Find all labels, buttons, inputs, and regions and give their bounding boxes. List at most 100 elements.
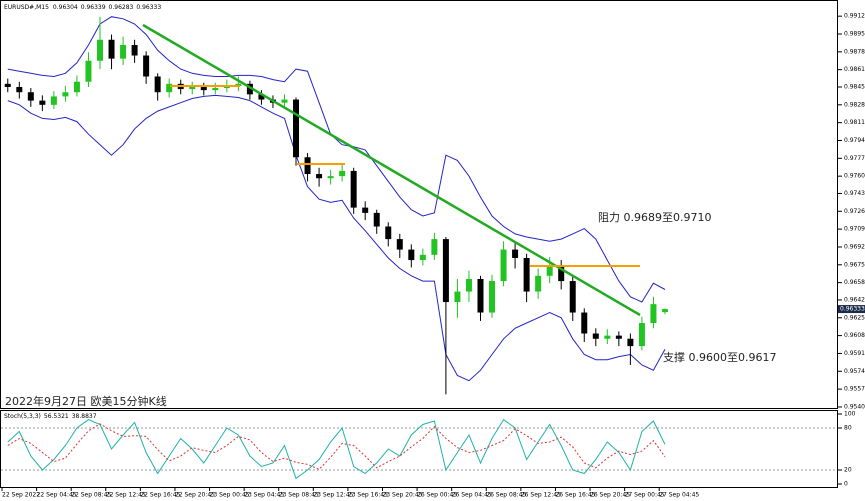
candle-body (627, 338, 634, 347)
y-tick-label: 100 (844, 411, 856, 418)
resistance-note: 阻力 0.9689至0.9710 (598, 211, 711, 224)
line-series (7, 94, 666, 382)
candle-body (615, 335, 622, 339)
x-tick-label: 27 Sep 04:45 (659, 492, 699, 499)
price-tag (838, 305, 865, 314)
x-tick-label: 22 Sep 12:45 (106, 492, 146, 499)
candle-body (316, 174, 323, 179)
y-tick-label: 0.96755 (844, 261, 865, 268)
stoch-panel (0, 410, 838, 488)
candle-body (558, 265, 565, 282)
line-series (7, 16, 666, 303)
candle-body (396, 239, 403, 250)
candle-body (661, 309, 668, 313)
candle-body (373, 212, 380, 227)
candle-body (27, 92, 34, 101)
candle-body (293, 99, 300, 158)
candle-body (62, 92, 69, 97)
candle-body (258, 94, 265, 100)
y-tick-label: 0.97095 (844, 226, 865, 233)
x-tick-label: 26 Sep 00:45 (417, 492, 457, 499)
candle-body (85, 60, 92, 82)
x-tick-label: 26 Sep 16:45 (555, 492, 595, 499)
candle-body (523, 257, 530, 292)
candle-body (39, 100, 46, 105)
x-tick-label: 26 Sep 08:45 (486, 492, 526, 499)
candle-body (281, 99, 288, 103)
candle-body (235, 83, 242, 86)
x-tick-label: 23 Sep 04:45 (244, 492, 284, 499)
x-tick-label: 22 Sep 08:45 (71, 492, 111, 499)
candle-body (546, 265, 553, 276)
candle-body (4, 83, 11, 87)
x-tick-label: 23 Sep 16:45 (348, 492, 388, 499)
x-tick-label: 27 Sep 00:45 (625, 492, 665, 499)
candle-body (73, 81, 80, 93)
candle-body (535, 275, 542, 292)
y-tick-label: 0.97435 (844, 190, 865, 197)
x-tick-label: 22 Sep 20:45 (175, 492, 215, 499)
candle-body (431, 239, 438, 255)
candle-body (500, 249, 507, 282)
candle-body (154, 76, 161, 93)
candle-body (143, 55, 150, 77)
y-tick-label: 0.98785 (844, 48, 865, 55)
candle-body (200, 86, 207, 91)
support-note: 支撑 0.9600至0.9617 (663, 350, 776, 364)
candle-body (650, 304, 657, 324)
candle-body (385, 226, 392, 240)
y-tick-label: 0.98615 (844, 66, 865, 73)
candle-body (419, 254, 426, 261)
y-tick-label: 0.98955 (844, 30, 865, 37)
candle-body (592, 333, 599, 339)
candle-body (569, 281, 576, 313)
x-tick-label: 22 Sep 04:45 (37, 492, 77, 499)
candle-body (350, 170, 357, 208)
candle-body (50, 96, 57, 105)
price-tag-label: 0.96333 (840, 306, 865, 313)
x-tick-label: 26 Sep 12:45 (521, 492, 561, 499)
price-panel (0, 0, 838, 409)
stoch-header: Stoch(5,3,3) 56.5321 38.8837 (4, 413, 97, 420)
candle-body (327, 176, 334, 179)
x-tick-label: 23 Sep 12:45 (313, 492, 353, 499)
line-series (7, 418, 666, 480)
y-tick-label: 20 (844, 467, 852, 474)
chart-caption: 2022年9月27日 欧美15分钟K线 (5, 394, 167, 408)
candle-body (97, 39, 104, 61)
candle-body (212, 88, 219, 91)
y-tick-label: 0 (844, 481, 848, 488)
candle-body (108, 39, 115, 59)
candle-body (246, 83, 253, 95)
x-tick-label: 23 Sep 00:45 (210, 492, 250, 499)
x-tick-label: 23 Sep 08:45 (279, 492, 319, 499)
candle-body (638, 323, 645, 347)
candle-body (131, 45, 138, 56)
candle-body (120, 45, 127, 59)
y-tick-label: 0.96585 (844, 279, 865, 286)
candle-body (304, 157, 311, 175)
y-tick-label: 80 (844, 425, 852, 432)
symbol-header: EURUSD#,M15 0.96304 0.96339 0.96283 0.96333 (4, 4, 161, 11)
y-tick-label: 0.95400 (844, 403, 865, 410)
candle-body (362, 207, 369, 213)
candle-body (477, 278, 484, 313)
y-tick-label: 0.99125 (844, 13, 865, 20)
x-tick-label: 22 Sep 16:45 (140, 492, 180, 499)
candle-body (465, 278, 472, 292)
candle-body (339, 170, 346, 177)
candle-body (489, 281, 496, 313)
candle-body (166, 83, 173, 93)
